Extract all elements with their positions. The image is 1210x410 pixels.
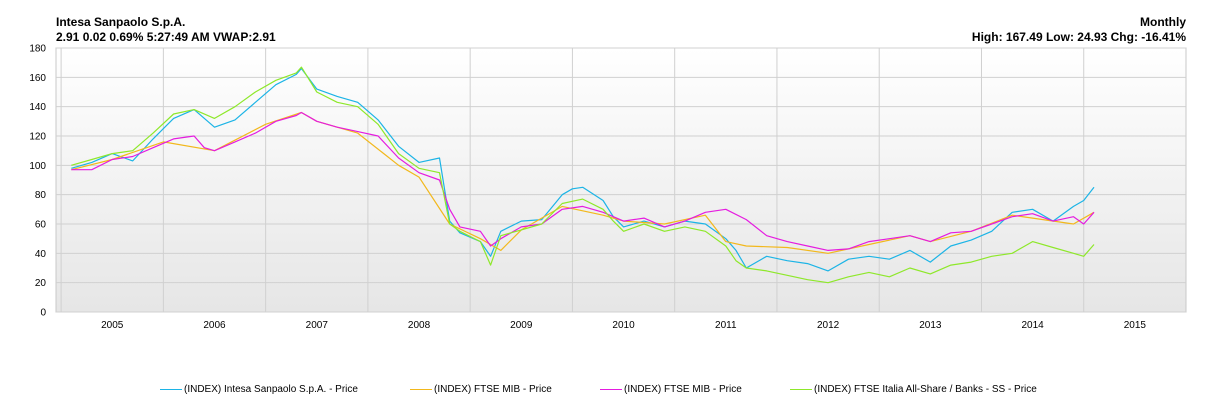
y-axis: 0 20 40 60 80 100 120 140 160 180 — [29, 44, 46, 319]
x-tick-label: 2013 — [919, 320, 942, 331]
x-tick-label: 2011 — [715, 320, 737, 331]
series-lines — [71, 66, 1095, 284]
y-tick-label: 80 — [35, 190, 47, 201]
y-tick-label: 180 — [29, 44, 46, 55]
legend-label-intesa: (INDEX) Intesa Sanpaolo S.p.A. - Price — [184, 384, 358, 395]
plot-area — [55, 47, 1187, 313]
legend-label-ftse-mib-1: (INDEX) FTSE MIB - Price — [434, 384, 552, 395]
x-tick-label: 2005 — [101, 320, 124, 331]
y-tick-label: 100 — [29, 161, 46, 172]
y-tick-label: 160 — [29, 73, 46, 84]
legend-label-ftse-mib-2: (INDEX) FTSE MIB - Price — [624, 384, 742, 395]
x-tick-label: 2012 — [817, 320, 840, 331]
x-tick-label: 2014 — [1021, 320, 1044, 331]
chart-title: Intesa Sanpaolo S.p.A. — [56, 15, 186, 29]
x-tick-label: 2010 — [612, 320, 635, 331]
legend-item-ftse-mib-2[interactable]: (INDEX) FTSE MIB - Price — [600, 384, 742, 396]
period-label: Monthly — [1140, 15, 1186, 29]
x-tick-label: 2006 — [203, 320, 226, 331]
legend-item-ftse-mib-1[interactable]: (INDEX) FTSE MIB - Price — [410, 384, 552, 396]
y-tick-label: 40 — [35, 249, 47, 260]
legend-swatch-ftse-mib-2 — [600, 388, 622, 390]
y-tick-label: 60 — [35, 220, 47, 231]
y-tick-label: 140 — [29, 102, 46, 113]
x-tick-label: 2009 — [510, 320, 533, 331]
y-tick-label: 20 — [35, 278, 47, 289]
y-tick-label: 120 — [29, 132, 46, 143]
series-line-intesa — [71, 67, 1095, 272]
series-line-ftse-mib-2 — [71, 111, 1095, 251]
x-tick-label: 2015 — [1124, 320, 1147, 331]
x-tick-label: 2008 — [408, 320, 431, 331]
stats-line: High: 167.49 Low: 24.93 Chg: -16.41% — [971, 30, 1186, 44]
series-line-banks — [71, 66, 1095, 284]
legend-label-banks: (INDEX) FTSE Italia All-Share / Banks - … — [814, 384, 1037, 395]
legend-swatch-ftse-mib-1 — [410, 388, 432, 390]
y-tick-label: 0 — [40, 308, 46, 319]
legend-item-intesa[interactable]: (INDEX) Intesa Sanpaolo S.p.A. - Price — [160, 384, 358, 396]
legend-swatch-banks — [790, 388, 812, 390]
quote-line: 2.91 0.02 0.69% 5:27:49 AM VWAP:2.91 — [56, 30, 276, 44]
x-axis: 2005 2006 2007 2008 2009 2010 2011 2012 2013 2014… — [101, 320, 1146, 331]
x-tick-label: 2007 — [306, 320, 329, 331]
legend-item-banks[interactable]: (INDEX) FTSE Italia All-Share / Banks - … — [790, 384, 1037, 396]
legend-swatch-intesa — [160, 388, 182, 390]
